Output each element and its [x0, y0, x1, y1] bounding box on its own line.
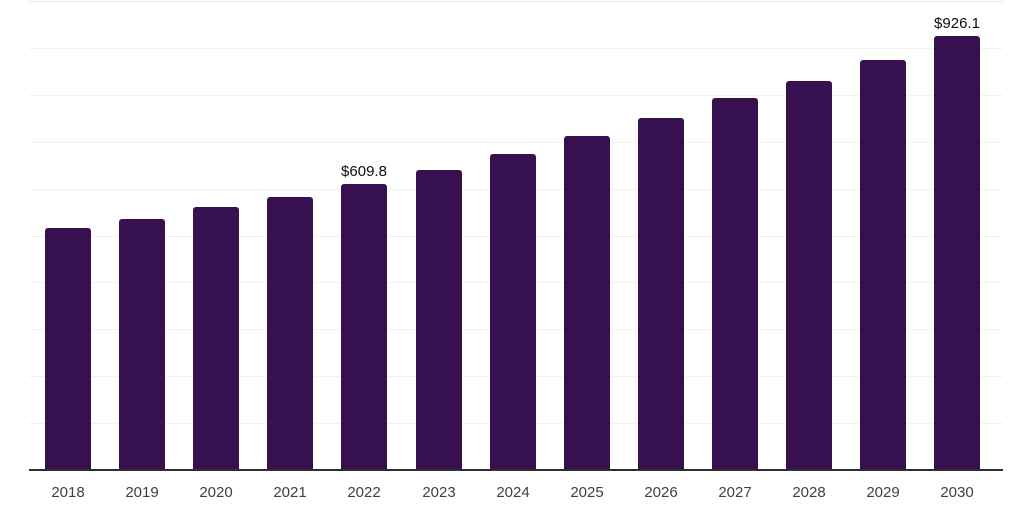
bar-2028[interactable] — [786, 81, 832, 470]
x-tick-2019: 2019 — [125, 484, 159, 501]
x-tick-2020: 2020 — [199, 484, 233, 501]
bar-2030[interactable] — [934, 36, 980, 470]
bar-2019[interactable] — [119, 219, 165, 470]
bar-2021[interactable] — [267, 197, 313, 470]
x-tick-2029: 2029 — [866, 484, 900, 501]
x-tick-2021: 2021 — [273, 484, 307, 501]
plot-area: $609.8 $926.1 — [29, 0, 1003, 471]
gridline-900 — [29, 48, 1003, 49]
x-tick-2028: 2028 — [792, 484, 826, 501]
bar-2029[interactable] — [860, 60, 906, 470]
bar-2022[interactable] — [341, 184, 387, 470]
x-tick-2026: 2026 — [644, 484, 678, 501]
bar-2025[interactable] — [564, 136, 610, 470]
data-label-2022: $609.8 — [341, 163, 387, 180]
x-tick-2022: 2022 — [347, 484, 381, 501]
x-tick-2030: 2030 — [940, 484, 974, 501]
x-axis-line — [29, 469, 1003, 471]
x-tick-2023: 2023 — [422, 484, 456, 501]
x-tick-2018: 2018 — [51, 484, 85, 501]
bar-2027[interactable] — [712, 98, 758, 470]
gridline-700 — [29, 142, 1003, 143]
bar-2020[interactable] — [193, 207, 239, 470]
gridline-800 — [29, 95, 1003, 96]
data-label-2030: $926.1 — [934, 15, 980, 32]
x-tick-2027: 2027 — [718, 484, 752, 501]
gridline-1000 — [29, 1, 1003, 2]
bar-2023[interactable] — [416, 170, 462, 470]
bar-2026[interactable] — [638, 118, 684, 470]
bar-2018[interactable] — [45, 228, 91, 470]
bar-2024[interactable] — [490, 154, 536, 470]
x-tick-2024: 2024 — [496, 484, 530, 501]
x-tick-2025: 2025 — [570, 484, 604, 501]
